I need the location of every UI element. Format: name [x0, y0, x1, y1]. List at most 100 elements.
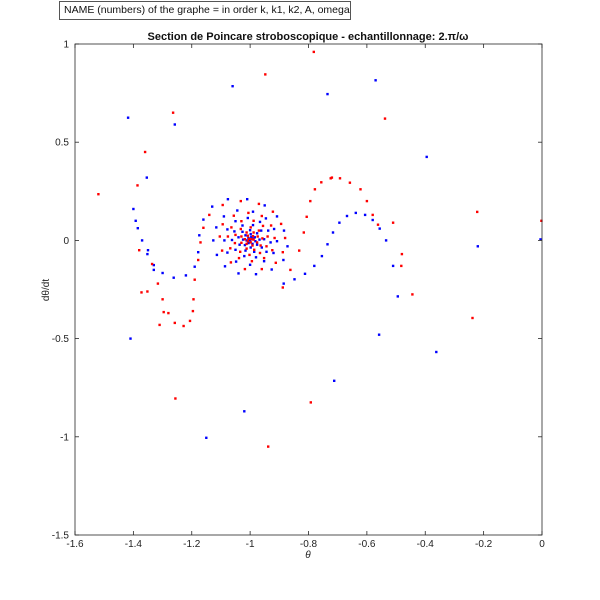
series-2-point-46 — [218, 235, 221, 238]
series-2-point-62 — [197, 258, 200, 262]
x-tick-label-8: 0 — [539, 539, 545, 550]
series-2-point-107 — [162, 310, 165, 314]
series-2-point-75 — [136, 184, 139, 187]
x-tick-label-2: -1.2 — [183, 539, 201, 550]
series-2-point-109 — [391, 221, 395, 224]
series-1-point-96 — [354, 211, 357, 215]
series-1-point-98 — [371, 218, 374, 222]
series-2-point-104 — [267, 445, 270, 448]
series-1-point-54 — [215, 253, 219, 257]
series-1-point-53 — [212, 239, 215, 242]
series-2-point-89 — [320, 181, 323, 184]
y-tick-label-1: -1 — [60, 432, 69, 443]
series-2-point-93 — [359, 188, 362, 191]
series-1-point-70 — [193, 265, 196, 268]
series-1-point-79 — [132, 207, 135, 211]
series-1-point-90 — [313, 264, 316, 268]
series-2-point-20 — [257, 229, 261, 232]
series-1-point-52 — [215, 226, 218, 229]
series-2-point-79 — [264, 73, 267, 76]
series-1-point-43 — [248, 263, 252, 266]
series-2-point-49 — [243, 267, 247, 271]
chart-title: Section de Poincare stroboscopique - ech… — [148, 31, 469, 43]
series-2-point-94 — [365, 199, 369, 203]
series-1-point-58 — [270, 268, 273, 271]
series-2-point-71 — [156, 282, 160, 285]
series-1-point-69 — [197, 251, 200, 254]
series-1-point-102 — [396, 295, 399, 298]
series-2-point-105 — [174, 397, 177, 400]
series-1-point-108 — [129, 337, 132, 340]
series-2-point-51 — [274, 261, 277, 264]
series-1-point-61 — [282, 229, 286, 232]
x-axis-label: θ — [305, 550, 311, 561]
series-2-point-27 — [258, 251, 262, 255]
y-tick-label-2: -0.5 — [52, 334, 70, 345]
series-2-point-28 — [265, 245, 268, 248]
series-1-point-78 — [134, 219, 137, 222]
series-1-point-103 — [377, 333, 381, 336]
x-tick-label-7: -0.2 — [475, 539, 493, 550]
series-1-point-16 — [255, 232, 259, 235]
series-1-point-49 — [251, 210, 255, 213]
series-2-point-55 — [271, 210, 275, 213]
series-1-point-0 — [248, 239, 252, 242]
series-1-point-110 — [243, 410, 246, 413]
series-2-point-9 — [251, 244, 254, 247]
series-1-point-104 — [435, 350, 438, 354]
series-1-point-65 — [226, 198, 230, 201]
series-2-point-87 — [309, 199, 312, 203]
series-2-point-23 — [234, 233, 237, 237]
series-2-point-39 — [271, 249, 274, 252]
series-1-point-76 — [140, 239, 144, 242]
series-2-point-80 — [312, 50, 315, 54]
series-1-point-47 — [272, 227, 276, 231]
series-1-point-27 — [241, 224, 244, 227]
y-tick-label-0: -1.5 — [52, 531, 70, 542]
series-2-point-100 — [471, 316, 474, 320]
series-2-point-47 — [220, 249, 224, 252]
series-1-point-30 — [234, 248, 237, 251]
series-1-point-42 — [234, 260, 238, 263]
series-1-point-41 — [226, 251, 229, 254]
series-1-point-46 — [275, 240, 279, 243]
series-1-point-83 — [231, 85, 234, 88]
series-1-point-34 — [269, 241, 272, 244]
series-2-point-6 — [246, 234, 249, 237]
series-2-point-8 — [245, 242, 248, 246]
series-2-point-42 — [260, 214, 263, 218]
series-1-point-17 — [248, 229, 252, 232]
series-1-point-74 — [152, 263, 155, 267]
series-1-point-12 — [243, 243, 247, 247]
series-2-point-13 — [245, 231, 248, 234]
series-2-point-38 — [262, 256, 266, 260]
series-1-point-84 — [326, 92, 329, 96]
series-2-point-16 — [245, 247, 248, 250]
series-1-point-24 — [262, 238, 266, 241]
series-1-point-40 — [223, 239, 226, 242]
series-2-point-7 — [243, 238, 247, 241]
series-1-point-28 — [233, 230, 236, 233]
series-2-point-33 — [230, 226, 233, 229]
series-1-point-10 — [244, 234, 247, 237]
series-1-point-11 — [241, 238, 245, 241]
series-1-point-15 — [258, 238, 261, 241]
series-2-point-72 — [150, 262, 154, 266]
series-1-point-82 — [126, 116, 130, 119]
series-2-point-98 — [411, 293, 414, 296]
series-1-point-91 — [320, 254, 324, 258]
series-1-point-67 — [202, 218, 205, 221]
series-1-point-38 — [234, 220, 237, 223]
series-1-point-71 — [184, 274, 188, 277]
series-2-point-57 — [239, 199, 242, 203]
series-2-point-4 — [252, 238, 255, 241]
series-1-point-86 — [425, 155, 428, 159]
series-1-point-32 — [254, 256, 258, 259]
series-1-point-85 — [374, 79, 377, 82]
series-2-point-31 — [252, 219, 255, 222]
series-1-point-14 — [255, 243, 259, 246]
series-1-point-36 — [258, 220, 262, 224]
series-1-point-2 — [250, 235, 253, 239]
series-1-point-88 — [293, 278, 296, 281]
plot-area — [97, 50, 543, 448]
